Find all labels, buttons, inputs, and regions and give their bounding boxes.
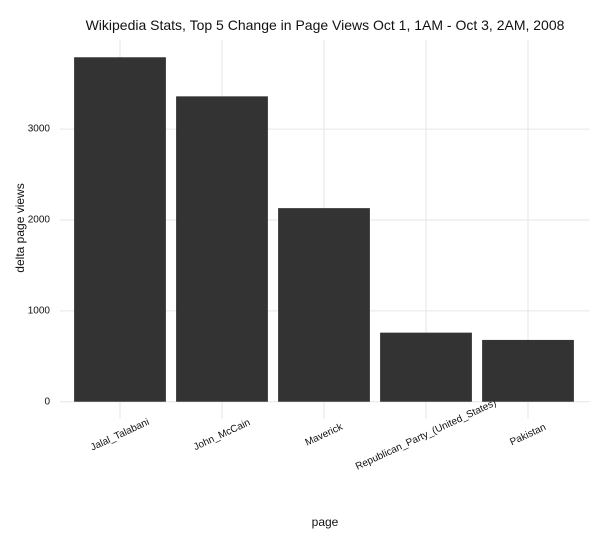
bar <box>278 208 370 402</box>
y-tick-label: 2000 <box>28 215 51 226</box>
x-tick-label: Maverick <box>304 421 346 448</box>
y-axis-label: delta page views <box>13 183 27 272</box>
bar <box>74 57 166 402</box>
x-tick-label: John_McCain <box>192 417 252 453</box>
chart-title: Wikipedia Stats, Top 5 Change in Page Vi… <box>86 17 565 33</box>
y-tick-label: 0 <box>44 396 50 407</box>
bar <box>176 96 268 402</box>
bar <box>380 332 472 402</box>
y-tick-label: 1000 <box>28 305 51 316</box>
bar <box>482 339 574 402</box>
x-tick-label: Jalal_Talabani <box>89 417 151 454</box>
plot-area: 0 1000 2000 3000 Jalal_Talabani John_McCain Ma… <box>28 40 590 473</box>
y-tick-label: 3000 <box>28 124 51 135</box>
x-tick-label: Pakistan <box>508 422 547 448</box>
x-axis-label: page <box>312 515 339 529</box>
